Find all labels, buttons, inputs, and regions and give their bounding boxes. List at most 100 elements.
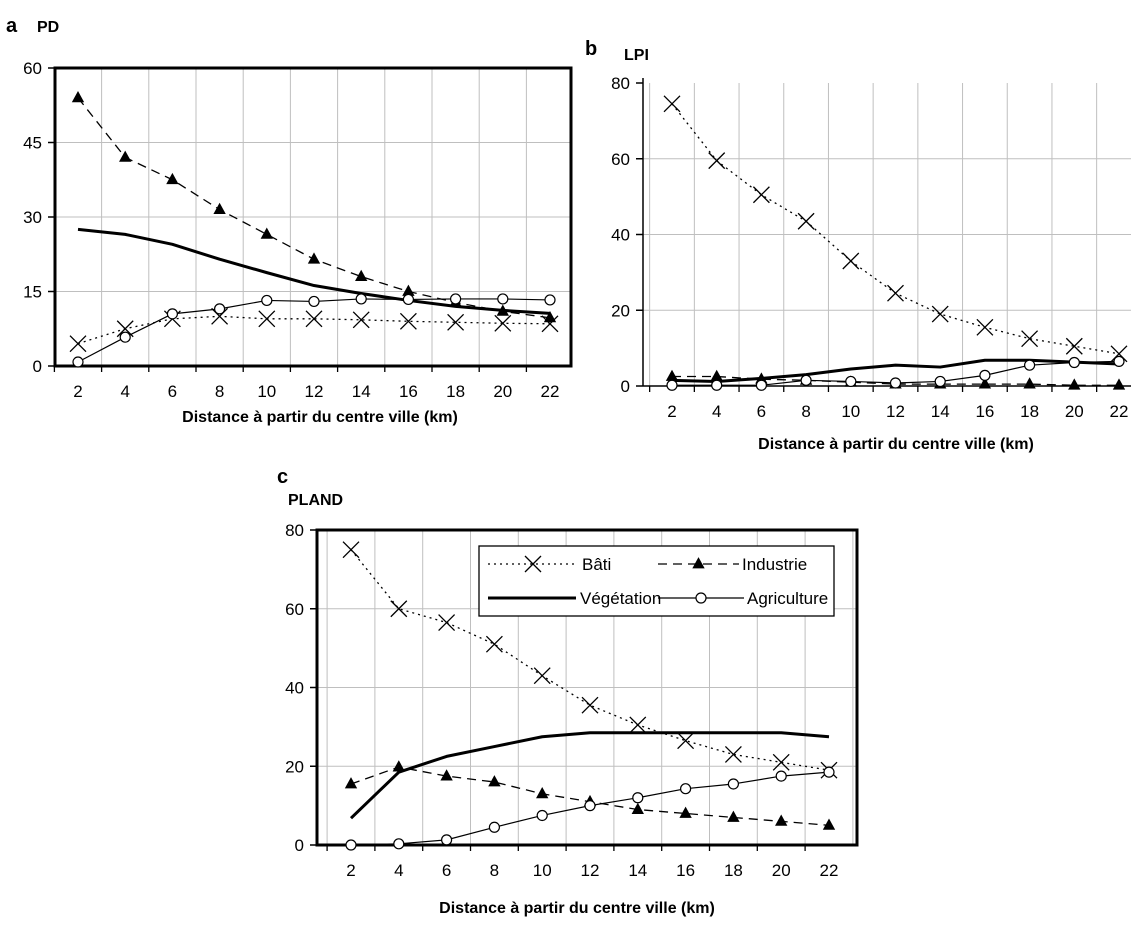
data-point	[166, 308, 178, 320]
x-tick-label: 8	[801, 402, 810, 421]
data-point	[258, 310, 276, 328]
x-axis-title: Distance à partir du centre ville (km)	[758, 436, 1034, 453]
data-point	[1023, 359, 1036, 371]
data-point	[355, 293, 367, 305]
x-tick-label: 12	[581, 861, 600, 880]
series-bâti	[342, 541, 838, 779]
data-point	[399, 312, 417, 330]
legend-label: Bâti	[582, 555, 611, 574]
x-tick-label: 22	[541, 382, 560, 401]
data-point	[260, 227, 273, 239]
data-point	[679, 806, 692, 818]
data-point	[663, 95, 681, 113]
x-tick-label: 8	[215, 382, 224, 401]
data-point	[677, 732, 695, 750]
x-tick-label: 16	[399, 382, 418, 401]
x-tick-label: 4	[712, 402, 721, 421]
data-point	[440, 769, 453, 781]
x-tick-label: 14	[352, 382, 371, 401]
data-point	[1065, 337, 1083, 355]
data-point	[934, 375, 946, 388]
x-tick-label: 20	[1065, 402, 1084, 421]
data-point	[1021, 330, 1039, 348]
y-tick-label: 15	[23, 283, 42, 302]
data-point	[845, 375, 857, 388]
series-industrie	[344, 760, 836, 830]
data-point	[393, 838, 405, 850]
x-tick-label: 10	[533, 861, 552, 880]
data-point	[119, 331, 131, 343]
series-line	[77, 315, 551, 345]
data-point	[494, 314, 512, 332]
data-point	[342, 541, 360, 559]
data-point	[710, 369, 723, 381]
data-point	[1023, 377, 1036, 389]
data-point	[69, 335, 87, 353]
data-point	[533, 667, 551, 685]
y-tick-label: 0	[33, 357, 42, 376]
x-tick-label: 12	[305, 382, 324, 401]
legend-box	[478, 545, 835, 617]
x-tick-label: 22	[820, 861, 839, 880]
x-axis-title: Distance à partir du centre ville (km)	[182, 409, 458, 426]
data-point	[447, 313, 465, 331]
data-point	[345, 839, 357, 851]
y-tick-label: 60	[611, 150, 630, 169]
x-tick-label: 18	[446, 382, 465, 401]
data-point	[402, 293, 414, 306]
legend-label: Agriculture	[747, 589, 828, 608]
data-point	[441, 834, 453, 846]
data-point	[842, 252, 860, 270]
data-point	[752, 186, 770, 204]
data-point	[305, 310, 323, 328]
x-tick-label: 22	[1110, 402, 1129, 421]
data-point	[631, 802, 644, 814]
legend-label: Industrie	[742, 555, 807, 574]
data-point	[497, 293, 509, 305]
data-point	[1112, 378, 1126, 390]
x-tick-label: 20	[493, 382, 512, 401]
data-point	[344, 777, 358, 789]
data-point	[800, 374, 812, 386]
data-point	[931, 305, 949, 323]
series-bâti	[663, 95, 1128, 363]
x-tick-label: 6	[442, 861, 451, 880]
data-point	[544, 294, 556, 306]
data-point	[1068, 378, 1081, 390]
data-point	[261, 294, 273, 307]
legend-label: Végétation	[580, 589, 661, 608]
legend-marker	[695, 592, 707, 604]
x-tick-label: 6	[168, 382, 177, 401]
y-tick-label: 20	[285, 757, 304, 776]
data-point	[889, 377, 902, 389]
y-tick-label: 0	[621, 377, 630, 396]
y-tick-label: 80	[285, 521, 304, 540]
data-point	[724, 745, 742, 763]
x-tick-label: 18	[724, 861, 743, 880]
x-tick-label: 20	[772, 861, 791, 880]
x-tick-label: 14	[628, 861, 647, 880]
series-bâti	[69, 307, 559, 353]
y-axis-title: PLAND	[288, 492, 343, 509]
x-tick-label: 4	[120, 382, 129, 401]
data-point	[632, 792, 644, 804]
legend-marker	[692, 557, 705, 569]
x-tick-label: 16	[676, 861, 695, 880]
data-point	[584, 800, 596, 812]
data-point	[978, 377, 992, 389]
x-tick-label: 10	[257, 382, 276, 401]
y-axis-title: LPI	[624, 47, 649, 64]
chart-panel-a: 0 15 30 45 60 2 4 6 8 10 12 14 16 18 20 22 a PD Distance à…	[6, 15, 573, 426]
data-point	[1110, 345, 1128, 363]
y-tick-label: 20	[611, 301, 630, 320]
data-point	[355, 269, 368, 281]
data-point	[979, 369, 991, 381]
series-agriculture	[72, 293, 556, 368]
x-tick-label: 12	[886, 402, 905, 421]
data-point	[727, 778, 740, 790]
data-point	[541, 315, 559, 333]
panel-label: a	[6, 15, 18, 37]
data-point	[727, 810, 740, 822]
data-point	[679, 783, 692, 795]
